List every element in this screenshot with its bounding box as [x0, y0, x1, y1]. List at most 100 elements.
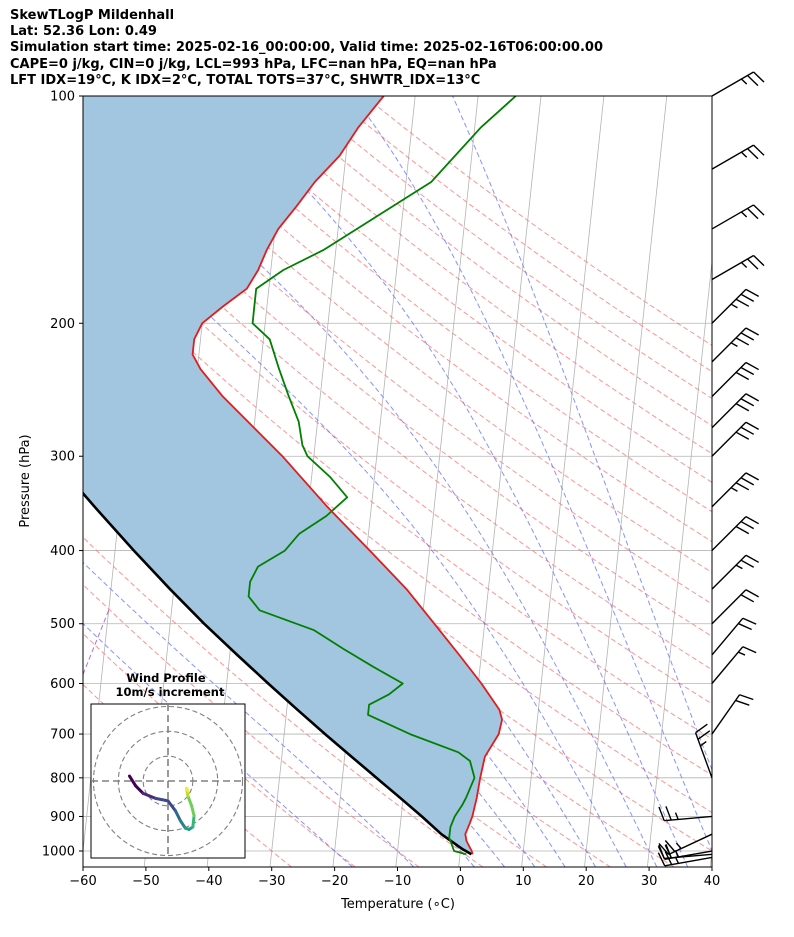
dry-adiabat-line [83, 284, 712, 776]
wind-barb-flag [747, 207, 759, 220]
wind-barb-flag [735, 431, 750, 440]
wind-barb-shaft [711, 254, 754, 281]
dry-adiabat-line [201, 96, 712, 483]
wind-barb [711, 144, 765, 170]
wind-barb-half-flag [738, 651, 746, 656]
hodograph-trace-segment [128, 774, 138, 788]
x-tick-label: −40 [195, 874, 222, 889]
data-layer [83, 96, 517, 856]
moist-adiabat-line [83, 561, 415, 867]
moist-adiabat-line [87, 96, 658, 867]
wind-barb-flag [753, 204, 765, 216]
wind-barb-shaft [711, 421, 747, 457]
wind-barb-shaft [711, 144, 754, 170]
wind-barb [711, 516, 760, 552]
wind-barb-flag [735, 482, 750, 491]
x-tick-label: −50 [132, 874, 159, 889]
hodograph-title: Wind Profile [126, 671, 206, 685]
hodograph-trace-segment [185, 786, 190, 793]
wind-barb-shaft [711, 71, 754, 97]
isotherm-line [773, 96, 794, 867]
hodograph-plot [91, 704, 245, 858]
dewpoint-line [247, 96, 517, 856]
wind-barb-flag [745, 361, 760, 371]
wind-barb [711, 472, 760, 508]
dry-adiabat-line [83, 210, 712, 705]
dry-adiabat-line [233, 96, 712, 455]
wind-barb-flag [742, 617, 757, 625]
wind-barb-half-flag [740, 211, 748, 218]
wind-barb-half-flag [735, 564, 743, 570]
isotherm-line [269, 96, 353, 867]
wind-barb-flag [740, 398, 755, 407]
x-tick-label: −60 [69, 874, 96, 889]
wind-barb-flag [665, 843, 672, 859]
wind-barb-flag [742, 646, 757, 654]
wind-barb [658, 806, 713, 822]
axis-layer: −60 −50 −40 −30 −20 −10 0 10 20 30 40 100 200 300 400 5… [42, 90, 720, 890]
wind-barb [711, 288, 760, 324]
wind-barb-flag [745, 472, 760, 481]
dry-adiabat-line [83, 175, 712, 671]
wind-barb-shaft [711, 617, 744, 656]
wind-barb-flag [745, 288, 760, 298]
wind-barb [711, 554, 760, 590]
wind-barb-half-flag [674, 812, 679, 820]
wind-barb-flag [658, 806, 665, 821]
moist-adiabat-line [83, 622, 353, 867]
hodograph-trace-segment [190, 804, 196, 818]
wind-barb [711, 327, 760, 363]
wind-barb [658, 843, 713, 860]
wind-barb-flag [657, 852, 666, 867]
dry-adiabat-line [135, 96, 712, 543]
isotherm-line [521, 96, 605, 867]
wind-barb-half-flag [730, 303, 738, 309]
wind-barb-flag [747, 148, 759, 160]
wind-barb-flag [735, 371, 750, 381]
y-tick-label: 200 [50, 317, 75, 332]
y-tick-label: 600 [50, 677, 75, 692]
wind-barb [711, 694, 754, 735]
wind-barb-shaft [711, 327, 747, 363]
wind-barb-flag [745, 516, 760, 525]
wind-barb [711, 421, 760, 457]
wind-barb-shaft [711, 393, 747, 429]
hodograph-trace-segment [154, 796, 170, 803]
wind-barb-shaft [664, 815, 713, 822]
dry-adiabat-line [83, 536, 484, 867]
wind-barb-shaft [711, 516, 747, 552]
wind-barb-flag [747, 74, 759, 87]
dry-adiabat-line [103, 96, 712, 574]
wind-barb-flag [753, 254, 765, 267]
wind-barb-flag [745, 554, 760, 563]
moist-adiabat-line [352, 96, 712, 853]
hodograph-trace-segment [191, 814, 196, 829]
wind-barb-shaft [711, 694, 741, 735]
y-tick-label: 300 [50, 450, 75, 465]
hodograph-trace-segment [173, 809, 182, 823]
title-times: Simulation start time: 2025-02-16_00:00:… [10, 40, 603, 56]
wind-barb-half-flag [740, 151, 748, 158]
wind-barb-flag [735, 525, 750, 535]
wind-barb-flag [658, 843, 670, 855]
isotherm-line [584, 96, 668, 867]
wind-barb-shaft [711, 472, 747, 508]
x-tick-label: 20 [578, 874, 595, 889]
cape-cin-shade [83, 96, 503, 855]
title-station: SkewTLogP Mildenhall [10, 8, 175, 23]
dry-adiabat-line [83, 323, 712, 814]
isotherm-line [646, 257, 712, 867]
x-tick-label: 40 [704, 874, 721, 889]
parcel-profile-line [83, 491, 473, 856]
wind-barb-shaft [711, 554, 747, 590]
wind-barb-flag [753, 71, 765, 83]
wind-barb-shaft [711, 646, 744, 684]
wind-barb-half-flag [674, 850, 679, 858]
wind-barb-flag [735, 337, 750, 346]
wind-barb-shaft [664, 856, 713, 867]
wind-barb-flag [739, 694, 754, 701]
wind-barb-half-flag [740, 261, 748, 269]
wind-barb-flag [664, 851, 673, 865]
wind-barb-half-flag [740, 78, 748, 85]
